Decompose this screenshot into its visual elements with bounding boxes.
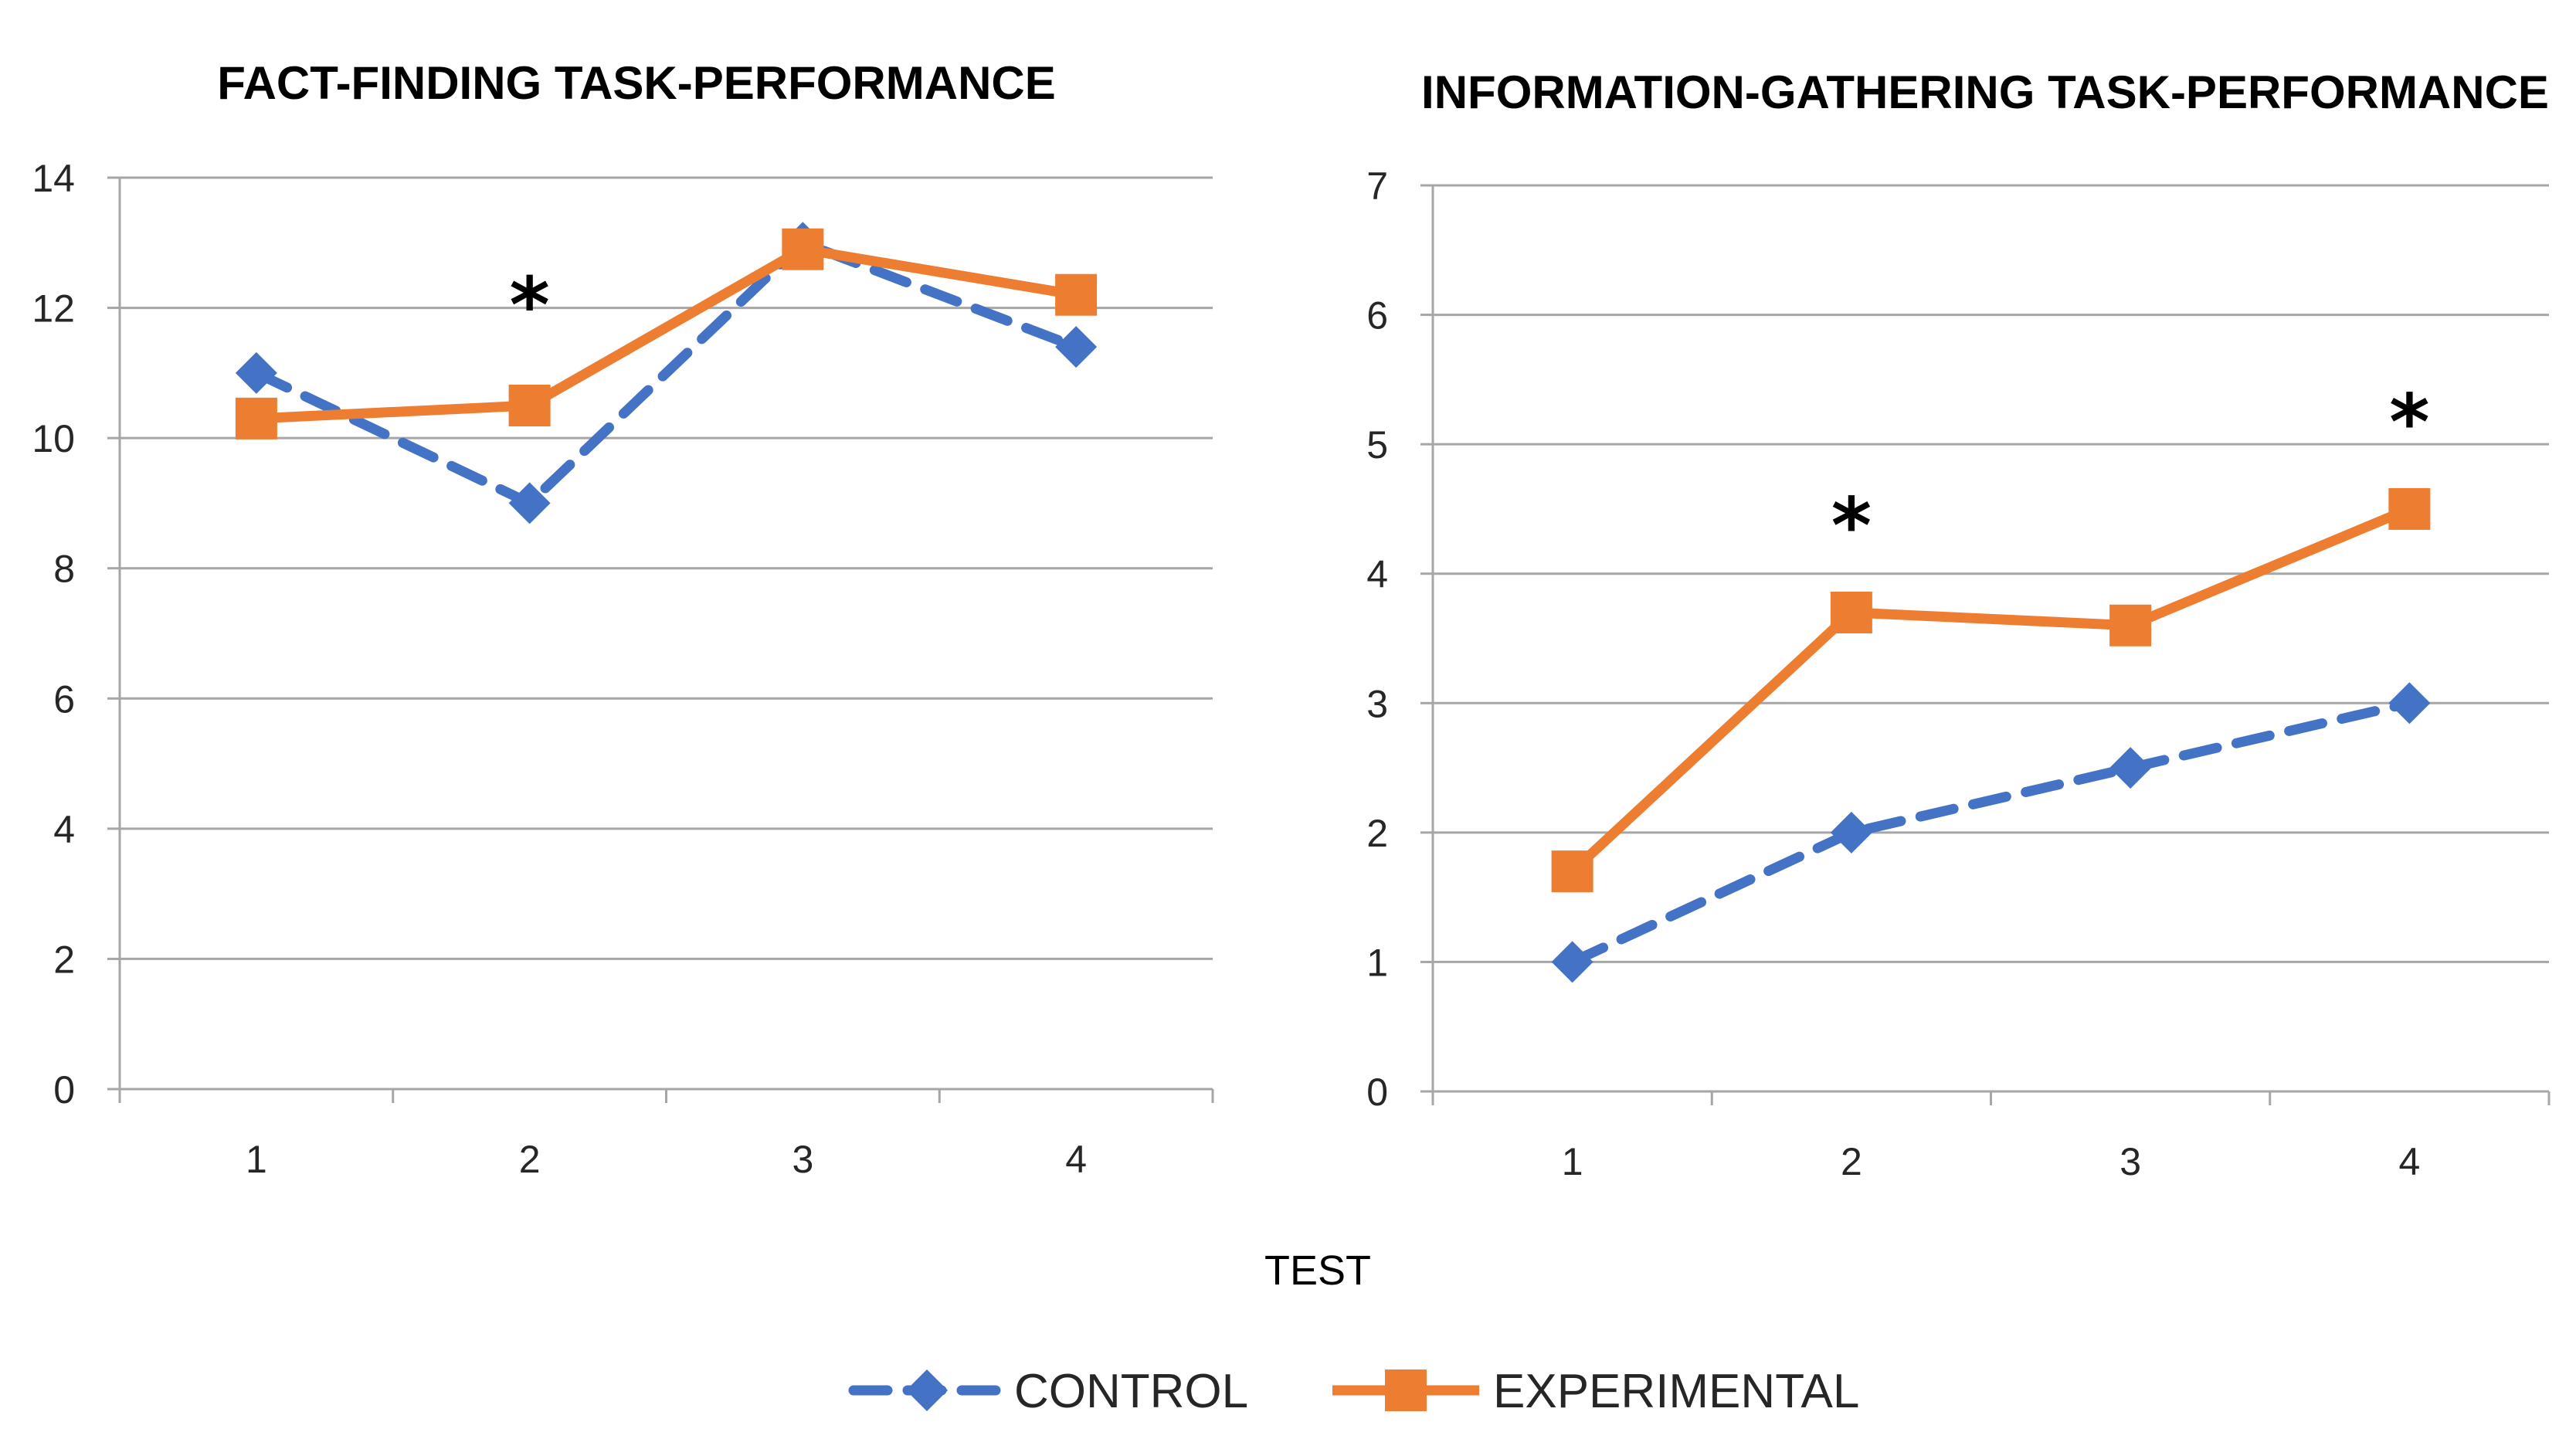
- significance-asterisk: *: [2389, 378, 2429, 468]
- legend-label-experimental: EXPERIMENTAL: [1493, 1365, 1859, 1418]
- series-layer: [235, 222, 1098, 524]
- axes: [107, 176, 1214, 1103]
- legend: CONTROL EXPERIMENTAL: [848, 1365, 1859, 1418]
- information-gathering-chart: INFORMATION-GATHERING TASK-PERFORMANCE 0…: [1366, 66, 2551, 1183]
- y-tick-label: 14: [32, 157, 75, 200]
- fact-finding-chart: FACT-FINDING TASK-PERFORMANCE 0246810121…: [32, 57, 1214, 1181]
- gridlines: [120, 176, 1213, 960]
- significance-asterisk: *: [509, 260, 549, 351]
- data-point-control: [508, 482, 551, 524]
- series-line-control: [251, 237, 1081, 508]
- series-line-experimental: [1569, 504, 2411, 875]
- y-tick-label: 7: [1366, 165, 1388, 208]
- x-tick-label: 2: [1841, 1140, 1862, 1183]
- y-tick-label: 4: [53, 808, 75, 851]
- data-point-experimental: [782, 228, 824, 270]
- x-tick-label: 3: [2120, 1140, 2141, 1183]
- data-point-control: [1830, 811, 1872, 854]
- data-point-control: [2109, 747, 2152, 789]
- tick-labels: 0 1 2 3 4 5 6 7 1 2 3 4: [1366, 165, 2420, 1183]
- series-layer: [1551, 487, 2431, 983]
- y-tick-label: 8: [53, 548, 75, 591]
- y-tick-label: 4: [1366, 553, 1388, 596]
- y-tick-label: 6: [53, 677, 75, 721]
- data-point-experimental: [1055, 273, 1098, 316]
- y-tick-label: 2: [1366, 812, 1388, 855]
- x-tick-label: 1: [246, 1138, 267, 1181]
- y-tick-label: 5: [1366, 423, 1388, 467]
- data-point-experimental: [235, 397, 277, 440]
- y-tick-label: 1: [1366, 941, 1388, 984]
- data-point-experimental: [1830, 591, 1872, 633]
- x-tick-label: 4: [1065, 1138, 1087, 1181]
- data-point-experimental: [2109, 604, 2152, 647]
- series-line-control: [1567, 697, 2415, 967]
- y-tick-label: 0: [53, 1068, 75, 1111]
- significance-asterisk: *: [1831, 481, 1872, 572]
- x-tick-label: 4: [2398, 1140, 2420, 1183]
- data-point-control: [1055, 326, 1098, 368]
- x-tick-label: 1: [1562, 1140, 1583, 1183]
- y-tick-label: 10: [32, 417, 75, 460]
- chart-title: FACT-FINDING TASK-PERFORMANCE: [217, 57, 1056, 109]
- legend-marker-experimental: [1385, 1369, 1427, 1411]
- data-point-control: [2388, 682, 2431, 725]
- x-tick-label: 2: [519, 1138, 541, 1181]
- data-point-control: [1551, 941, 1593, 983]
- legend-marker-control: [906, 1369, 948, 1411]
- y-tick-label: 3: [1366, 682, 1388, 725]
- y-tick-label: 6: [1366, 294, 1388, 338]
- chart-title: INFORMATION-GATHERING TASK-PERFORMANCE: [1421, 66, 2549, 118]
- legend-label-control: CONTROL: [1014, 1365, 1248, 1418]
- data-point-experimental: [1551, 850, 1593, 893]
- y-tick-label: 0: [1366, 1071, 1388, 1114]
- y-tick-label: 2: [53, 938, 75, 981]
- annotations: **: [1831, 378, 2430, 572]
- data-point-control: [235, 351, 277, 394]
- annotations: *: [509, 260, 549, 351]
- data-point-experimental: [2388, 487, 2431, 530]
- axes: [1420, 184, 2551, 1105]
- x-tick-label: 3: [792, 1138, 813, 1181]
- x-axis-label: TEST: [1264, 1247, 1371, 1294]
- y-tick-label: 12: [32, 287, 75, 331]
- series-line-experimental: [256, 244, 1078, 424]
- data-point-experimental: [508, 385, 551, 426]
